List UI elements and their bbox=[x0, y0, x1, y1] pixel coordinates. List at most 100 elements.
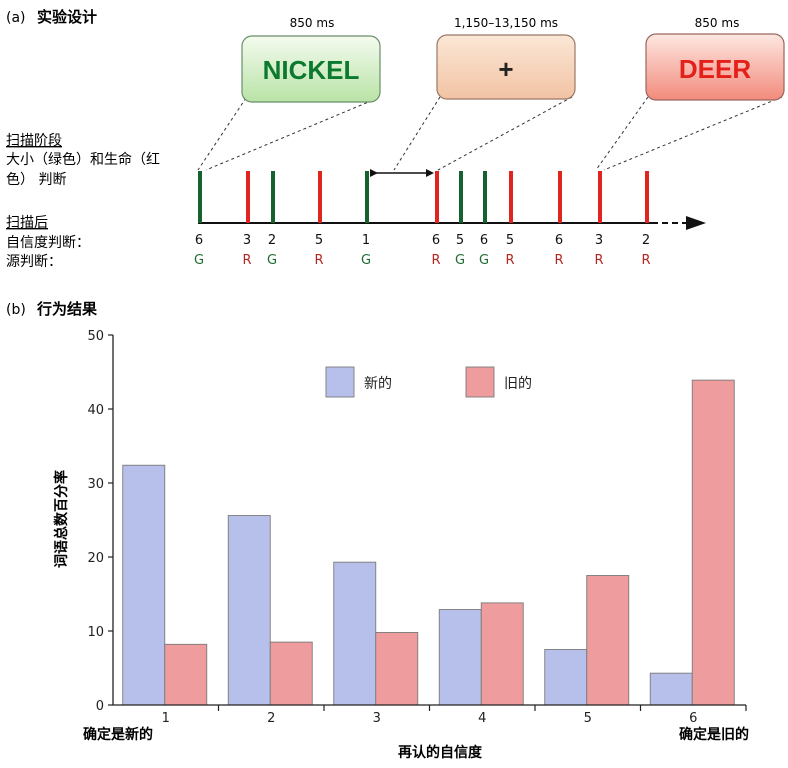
x-right-annotation: 确定是旧的 bbox=[679, 726, 749, 743]
legend-swatch bbox=[325, 366, 355, 398]
trial-confidence: 6 bbox=[555, 233, 563, 248]
y-tick-label: 10 bbox=[87, 625, 104, 640]
y-tick-label: 20 bbox=[87, 551, 104, 566]
panel-b: (b) 行为结果 0 10 20 30 40 50 1 2 3 4 5 6 新的 旧的 词语总数百分率… bbox=[6, 300, 749, 761]
panel-b-title: 行为结果 bbox=[36, 300, 98, 318]
connector-lines bbox=[197, 96, 783, 171]
connector-deer-left bbox=[595, 96, 649, 171]
bar-old bbox=[375, 632, 419, 706]
trial-source: G bbox=[361, 253, 371, 268]
stimulus-word: NICKEL bbox=[263, 55, 360, 85]
trial-source: R bbox=[431, 253, 440, 268]
source-label: 源判断： bbox=[6, 254, 62, 270]
trial-confidence: 6 bbox=[195, 233, 203, 248]
connector-deer-right bbox=[603, 96, 783, 171]
stimulus-deer: 850 ms DEER bbox=[645, 16, 785, 101]
trial-source: R bbox=[641, 253, 650, 268]
trial-confidence: 5 bbox=[456, 233, 464, 248]
legend: 新的 旧的 bbox=[325, 366, 532, 398]
bar-new bbox=[122, 464, 166, 706]
trial-confidence: 2 bbox=[268, 233, 276, 248]
y-tick-label: 0 bbox=[96, 699, 104, 714]
trial-bar bbox=[435, 171, 439, 223]
trial-bar bbox=[198, 171, 202, 223]
trial-confidence: 6 bbox=[480, 233, 488, 248]
trial-source: R bbox=[554, 253, 563, 268]
trial-bar bbox=[483, 171, 487, 223]
legend-label: 新的 bbox=[364, 376, 392, 392]
stimulus-duration: 850 ms bbox=[695, 16, 740, 30]
trial-bar bbox=[459, 171, 463, 223]
trial-source: R bbox=[594, 253, 603, 268]
post-scan-title: 扫描后 bbox=[6, 215, 48, 231]
trial-confidence: 3 bbox=[243, 233, 251, 248]
trial-confidence: 6 bbox=[432, 233, 440, 248]
trial-bar bbox=[271, 171, 275, 223]
trial-bar bbox=[598, 171, 602, 223]
trial-bars bbox=[198, 171, 649, 223]
legend-label: 旧的 bbox=[504, 376, 532, 392]
stimulus-box bbox=[645, 33, 785, 101]
panel-b-label: (b) bbox=[6, 302, 26, 318]
bar-new bbox=[438, 609, 482, 706]
legend-swatch bbox=[465, 366, 495, 398]
fixation-cross: + bbox=[498, 54, 513, 84]
trial-source: G bbox=[267, 253, 277, 268]
scan-phase-line2: 色） 判断 bbox=[6, 171, 66, 188]
bar-old bbox=[691, 379, 735, 706]
x-tick-label: 4 bbox=[478, 711, 486, 726]
y-tick-label: 40 bbox=[87, 403, 104, 418]
trial-bar bbox=[645, 171, 649, 223]
trial-bar bbox=[318, 171, 322, 223]
x-tick-label: 5 bbox=[584, 711, 592, 726]
stimulus-word: DEER bbox=[679, 54, 751, 84]
x-tick-label: 2 bbox=[267, 711, 275, 726]
bar-old bbox=[480, 602, 524, 706]
panel-a-title: 实验设计 bbox=[37, 8, 97, 26]
panel-a-label: (a) bbox=[6, 10, 26, 26]
stimulus-fixation: 1,150–13,150 ms + bbox=[436, 16, 576, 100]
trial-confidence: 5 bbox=[315, 233, 323, 248]
connector-nickel-right bbox=[205, 97, 379, 171]
x-axis-label: 再认的自信度 bbox=[398, 744, 483, 761]
bar-new bbox=[333, 561, 377, 706]
trial-confidence: 3 bbox=[595, 233, 603, 248]
trial-bar bbox=[365, 171, 369, 223]
confidence-label: 自信度判断： bbox=[6, 235, 90, 251]
x-tick-label: 6 bbox=[689, 711, 697, 726]
trial-source: R bbox=[505, 253, 514, 268]
x-left-annotation: 确定是新的 bbox=[83, 726, 153, 743]
bar-old bbox=[269, 641, 313, 706]
trial-source: G bbox=[479, 253, 489, 268]
bar-old bbox=[164, 643, 208, 706]
bar-chart: 0 10 20 30 40 50 1 2 3 4 5 6 新的 旧的 词语总数百分率 再认的自信度 确… bbox=[53, 329, 749, 761]
trial-source: R bbox=[314, 253, 323, 268]
scan-phase-line1: 大小（绿色）和生命（红 bbox=[6, 151, 160, 168]
timeline-arrowhead bbox=[686, 216, 706, 230]
connector-fix-right bbox=[437, 96, 573, 171]
trial-bar bbox=[558, 171, 562, 223]
trial-bar bbox=[246, 171, 250, 223]
connector-nickel-left bbox=[197, 97, 247, 171]
bar-new bbox=[544, 649, 588, 706]
trial-confidence: 2 bbox=[642, 233, 650, 248]
bar-new bbox=[649, 672, 693, 706]
bars bbox=[122, 379, 735, 706]
stimulus-box bbox=[436, 34, 576, 100]
x-tick-label: 1 bbox=[162, 711, 170, 726]
x-tick-label: 3 bbox=[373, 711, 381, 726]
panel-a: (a) 实验设计 850 ms NICKEL 1,150–13,150 ms +… bbox=[6, 8, 785, 270]
x-axis: 1 2 3 4 5 6 bbox=[113, 704, 747, 726]
stimulus-duration: 850 ms bbox=[290, 16, 335, 30]
stimulus-nickel: 850 ms NICKEL bbox=[241, 16, 381, 103]
y-axis: 0 10 20 30 40 50 bbox=[87, 329, 114, 714]
trial-confidence: 1 bbox=[362, 233, 370, 248]
trial-source: R bbox=[242, 253, 251, 268]
connector-fix-left bbox=[393, 96, 441, 171]
trial-bar bbox=[509, 171, 513, 223]
trial-confidence: 5 bbox=[506, 233, 514, 248]
y-axis-label: 词语总数百分率 bbox=[53, 470, 70, 568]
